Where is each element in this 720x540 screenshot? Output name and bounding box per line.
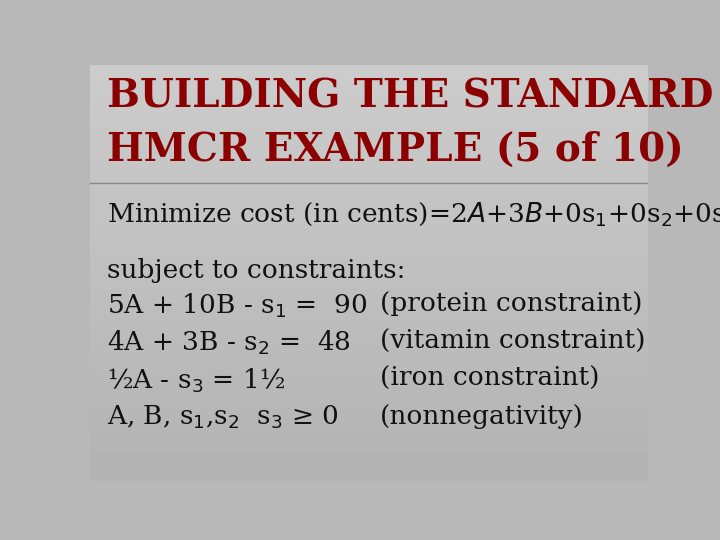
Text: A, B, s$_1$,s$_2$  s$_3$ ≥ 0: A, B, s$_1$,s$_2$ s$_3$ ≥ 0 — [107, 404, 338, 431]
Text: ½A - s$_3$ = 1½: ½A - s$_3$ = 1½ — [107, 366, 285, 395]
Text: BUILDING THE STANDARD LP MODEL:: BUILDING THE STANDARD LP MODEL: — [107, 77, 720, 115]
Text: subject to constraints:: subject to constraints: — [107, 258, 405, 283]
Text: HMCR EXAMPLE (5 of 10): HMCR EXAMPLE (5 of 10) — [107, 131, 683, 170]
Text: (nonnegativity): (nonnegativity) — [380, 404, 584, 429]
Text: (iron constraint): (iron constraint) — [380, 366, 600, 391]
Text: 5A + 10B - s$_1$ =  90: 5A + 10B - s$_1$ = 90 — [107, 292, 367, 320]
Text: (protein constraint): (protein constraint) — [380, 292, 643, 316]
Text: 4A + 3B - s$_2$ =  48: 4A + 3B - s$_2$ = 48 — [107, 329, 351, 357]
Text: (vitamin constraint): (vitamin constraint) — [380, 329, 646, 354]
Text: Minimize cost (in cents)=2$A$+3$B$+0s$_1$+0s$_2$+0s$_3$: Minimize cost (in cents)=2$A$+3$B$+0s$_1… — [107, 200, 720, 228]
